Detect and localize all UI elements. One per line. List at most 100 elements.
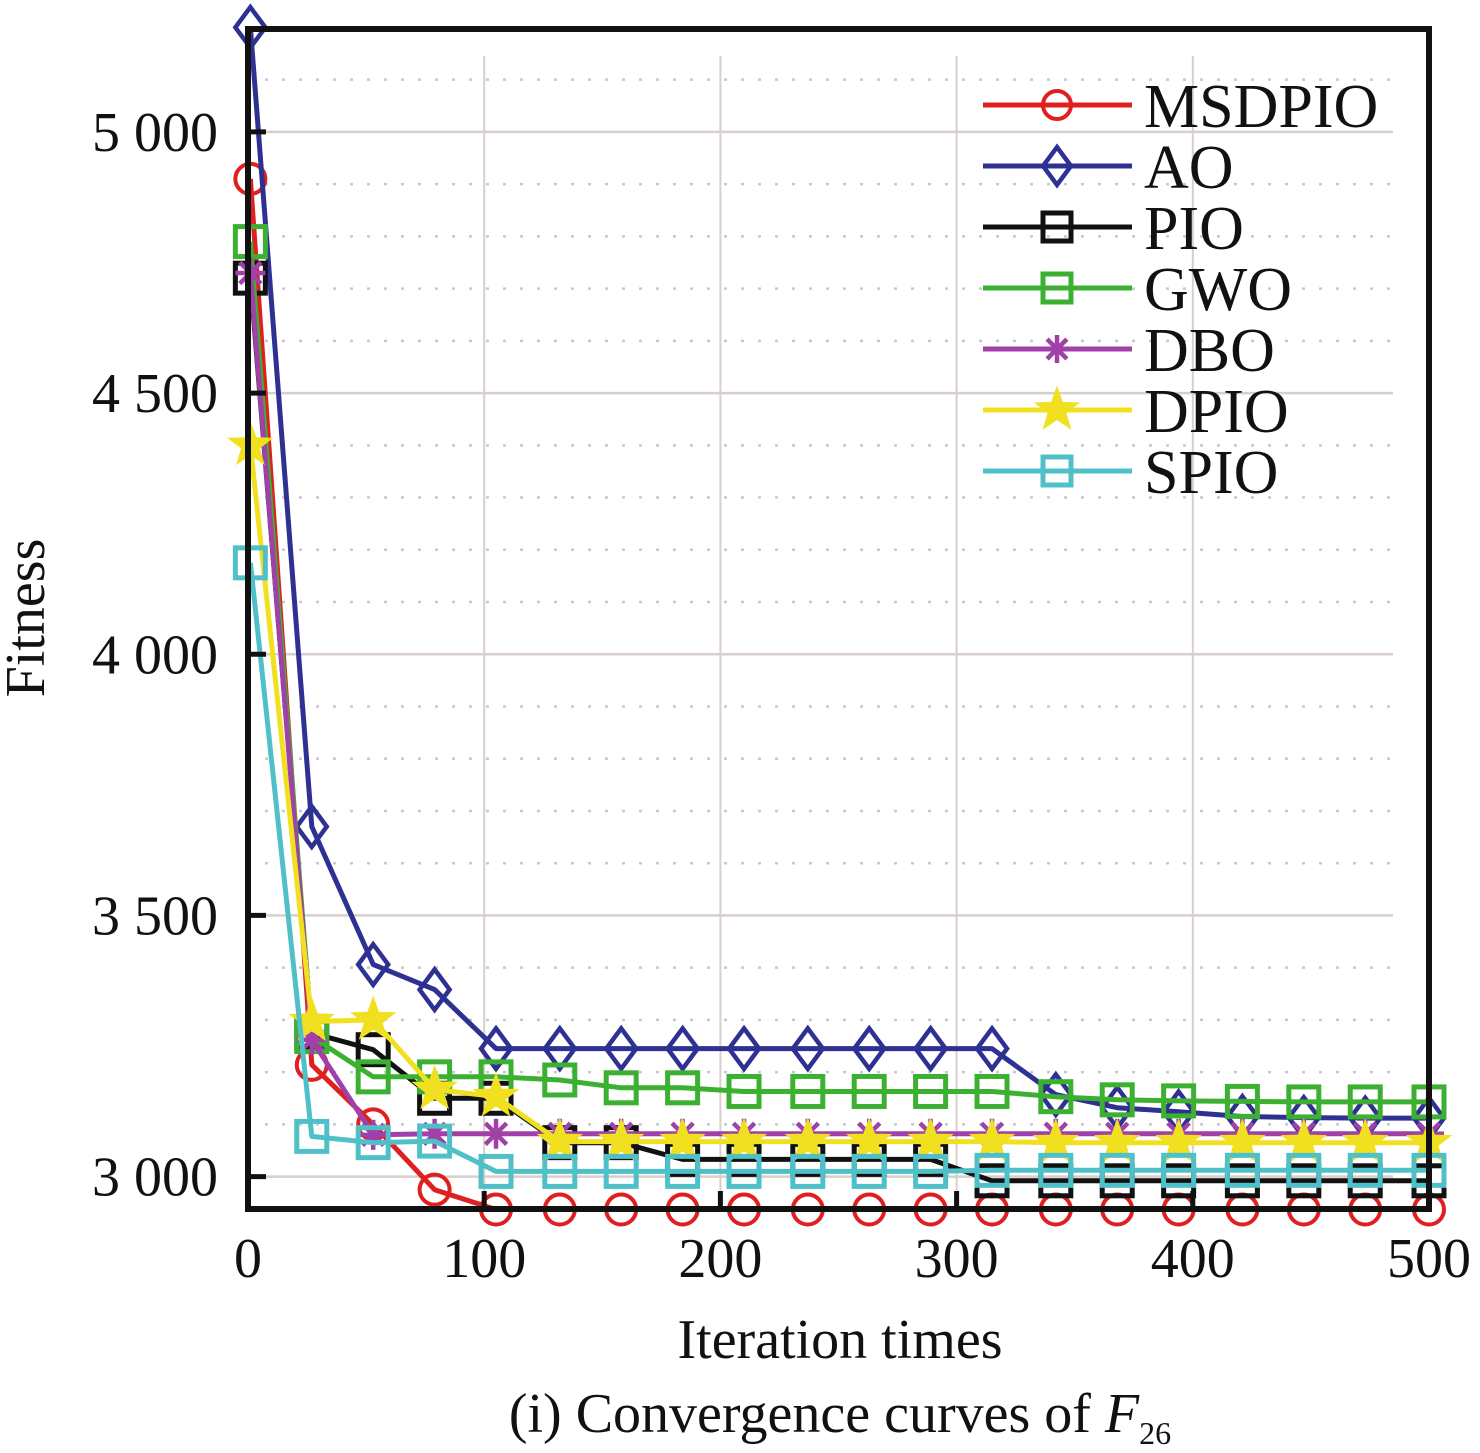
- series-line-spio: [247, 562, 1429, 1174]
- caption-function-symbol: F: [1104, 1383, 1140, 1445]
- data-point-ao: [664, 1024, 701, 1073]
- data-point-pio: [355, 1032, 391, 1068]
- series-lines: [227, 3, 1453, 1227]
- legend-label: SPIO: [1144, 439, 1278, 507]
- legend-marker-square-icon: [1040, 210, 1074, 244]
- data-point-ao: [726, 1024, 762, 1073]
- legend-marker-square-icon: [1040, 454, 1074, 488]
- legend-marker-star-icon: [1033, 385, 1081, 430]
- data-point-gwo: [726, 1073, 762, 1109]
- data-point-spio: [851, 1153, 887, 1189]
- data-point-gwo: [665, 1070, 701, 1106]
- data-point-dpio: [968, 1117, 1016, 1162]
- legend-marker-square-icon: [1040, 271, 1074, 305]
- data-point-gwo: [1038, 1079, 1074, 1115]
- caption-function-subscript: 26: [1139, 1415, 1171, 1451]
- data-point-spio: [1286, 1152, 1322, 1188]
- data-point-spio: [294, 1118, 330, 1154]
- data-point-spio: [1038, 1152, 1074, 1188]
- marker-asterisk-stroke: [483, 1121, 509, 1146]
- data-point-gwo: [974, 1073, 1010, 1109]
- legend-item-dbo: DBO: [983, 317, 1275, 385]
- data-point-msdpio: [417, 1172, 452, 1207]
- data-point-gwo: [913, 1073, 949, 1109]
- data-point-dpio: [1341, 1118, 1389, 1163]
- series-dpio: [227, 420, 1453, 1163]
- data-point-gwo: [542, 1062, 578, 1098]
- data-point-dpio: [845, 1117, 893, 1162]
- data-point-dpio: [720, 1117, 768, 1162]
- legend-item-pio: PIO: [983, 195, 1244, 263]
- y-tick-label: 3 000: [92, 1147, 218, 1209]
- series-line-ao: [247, 27, 1429, 1121]
- axis-ticks: 3 000 3 500 4 000 4 500 5 000 0 100 200 300 400 50…: [92, 102, 1471, 1290]
- legend-label: PIO: [1144, 195, 1244, 263]
- data-point-dpio: [659, 1117, 706, 1162]
- data-point-gwo: [790, 1073, 826, 1109]
- data-point-dbo: [481, 1118, 512, 1149]
- data-point-dpio: [784, 1117, 832, 1162]
- data-point-dpio: [288, 997, 336, 1042]
- data-point-spio: [1161, 1152, 1197, 1188]
- legend-item-dpio: DPIO: [983, 378, 1289, 446]
- legend-item-gwo: GWO: [983, 256, 1292, 324]
- data-point-spio: [603, 1153, 639, 1189]
- legend-item-ao: AO: [983, 134, 1234, 202]
- data-point-spio: [726, 1153, 762, 1189]
- data-point-spio: [542, 1153, 578, 1189]
- data-point-gwo: [1224, 1083, 1260, 1119]
- legend-label: DBO: [1144, 317, 1275, 385]
- data-point-dpio: [1219, 1118, 1266, 1163]
- legend-item-spio: SPIO: [983, 439, 1278, 507]
- data-point-spio: [913, 1153, 949, 1189]
- grid: [248, 56, 1393, 1209]
- legend-marker-diamond-icon: [1040, 143, 1074, 189]
- legend-marker-asterisk-icon: [1043, 335, 1071, 363]
- data-point-dpio: [597, 1117, 645, 1162]
- data-point-ao: [912, 1024, 949, 1073]
- y-tick-label: 4 500: [92, 363, 218, 425]
- data-point-dpio: [1155, 1118, 1202, 1163]
- series-line-gwo: [247, 241, 1429, 1105]
- data-point-ao: [478, 1024, 514, 1073]
- data-point-gwo: [355, 1059, 391, 1095]
- legend-label: DPIO: [1144, 378, 1289, 446]
- data-point-ao: [974, 1024, 1010, 1073]
- data-point-ao: [789, 1024, 826, 1073]
- x-tick-label: 500: [1387, 1228, 1471, 1290]
- caption-prefix: (i) Convergence curves of: [509, 1383, 1105, 1445]
- data-point-gwo: [1099, 1082, 1135, 1118]
- data-point-dpio: [1093, 1118, 1141, 1163]
- x-tick-label: 100: [442, 1228, 526, 1290]
- data-point-ao: [851, 1024, 888, 1073]
- axes-frame: [245, 26, 1432, 1212]
- data-point-gwo: [1347, 1084, 1383, 1120]
- data-point-spio: [355, 1125, 391, 1161]
- legend-label: AO: [1144, 134, 1234, 202]
- data-point-ao: [416, 965, 453, 1014]
- data-point-spio: [1224, 1152, 1260, 1188]
- data-point-spio: [478, 1153, 514, 1189]
- figure-caption: (i) Convergence curves of F26: [509, 1383, 1171, 1451]
- data-point-spio: [417, 1123, 453, 1159]
- data-point-spio: [1347, 1152, 1383, 1188]
- data-point-dpio: [1032, 1118, 1080, 1163]
- data-point-gwo: [603, 1070, 639, 1106]
- data-point-spio: [974, 1152, 1010, 1188]
- marker-asterisk-stroke: [1045, 337, 1069, 361]
- data-point-gwo: [851, 1073, 887, 1109]
- x-tick-label: 300: [915, 1228, 999, 1290]
- data-point-spio: [665, 1153, 701, 1189]
- data-point-ao: [293, 802, 330, 851]
- data-point-spio: [790, 1153, 826, 1189]
- data-point-dbo: [358, 1119, 389, 1150]
- y-tick-label: 5 000: [92, 102, 218, 164]
- legend-label: MSDPIO: [1144, 73, 1378, 141]
- data-point-dpio: [1280, 1118, 1328, 1163]
- data-point-spio: [1099, 1152, 1135, 1188]
- data-point-dpio: [472, 1072, 520, 1117]
- data-point-dpio: [907, 1117, 954, 1162]
- series-ao: [232, 3, 1447, 1143]
